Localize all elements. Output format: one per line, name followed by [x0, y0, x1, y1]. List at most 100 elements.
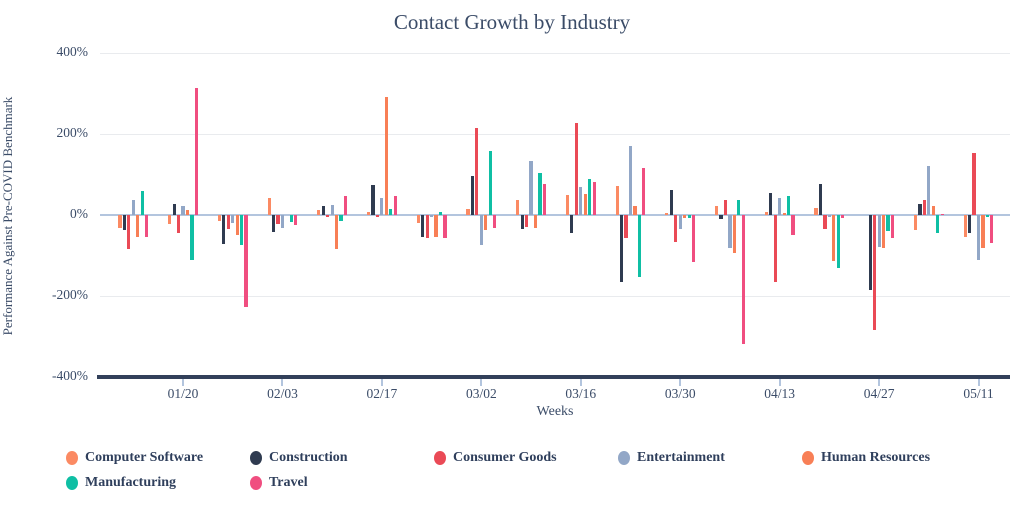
- x-axis-line: [97, 375, 1010, 379]
- bar-consumer-goods: [475, 128, 479, 215]
- bar-travel: [741, 215, 745, 345]
- x-tick-mark: [281, 379, 284, 386]
- bar-entertainment: [330, 204, 334, 215]
- x-tick-mark: [878, 379, 881, 386]
- bar-construction: [918, 204, 922, 215]
- bar-human-resources: [931, 206, 935, 215]
- bar-consumer-goods: [226, 215, 230, 230]
- legend-label: Construction: [269, 450, 348, 465]
- zero-line: [100, 214, 1010, 216]
- bar-construction: [968, 215, 972, 234]
- bar-entertainment: [678, 215, 682, 230]
- gridline: [100, 53, 1010, 54]
- legend-item-travel[interactable]: Travel: [250, 473, 434, 493]
- bar-entertainment: [430, 215, 434, 217]
- y-tick-label: 400%: [56, 44, 89, 59]
- bar-entertainment: [479, 215, 483, 245]
- legend-marker-icon: [250, 476, 262, 490]
- bar-construction: [719, 215, 723, 220]
- x-tick-label: 04/27: [863, 386, 895, 401]
- bar-manufacturing: [836, 215, 840, 268]
- bar-travel: [145, 215, 149, 238]
- bar-consumer-goods: [326, 215, 330, 218]
- bar-travel: [443, 215, 447, 239]
- gridline: [100, 296, 1010, 297]
- bar-consumer-goods: [624, 215, 628, 238]
- bar-construction: [222, 215, 226, 245]
- bar-consumer-goods: [922, 200, 926, 215]
- legend-label: Travel: [269, 475, 308, 490]
- legend-item-consumer-goods[interactable]: Consumer Goods: [434, 448, 618, 468]
- bar-human-resources: [683, 215, 687, 219]
- bar-travel: [890, 215, 895, 239]
- x-tick-mark: [778, 379, 781, 386]
- bar-computer-software: [317, 210, 321, 215]
- legend-marker-icon: [434, 451, 446, 465]
- bar-computer-software: [267, 198, 271, 215]
- gridline: [100, 134, 1010, 135]
- bar-entertainment: [976, 215, 981, 260]
- bar-construction: [122, 215, 126, 230]
- bar-manufacturing: [140, 191, 144, 215]
- legend-label: Human Resources: [821, 450, 931, 465]
- legend-item-computer-software[interactable]: Computer Software: [66, 448, 250, 468]
- bar-entertainment: [728, 215, 732, 248]
- bar-human-resources: [185, 210, 190, 215]
- legend-item-entertainment[interactable]: Entertainment: [618, 448, 802, 468]
- x-tick-label: 02/03: [267, 386, 298, 401]
- bar-consumer-goods: [375, 215, 380, 217]
- legend-label: Consumer Goods: [453, 450, 557, 465]
- bar-consumer-goods: [127, 215, 131, 250]
- legend-marker-icon: [802, 451, 814, 465]
- bar-manufacturing: [339, 215, 343, 222]
- legend-marker-icon: [66, 476, 78, 490]
- bar-travel: [940, 213, 944, 215]
- bar-computer-software: [118, 215, 122, 229]
- x-tick-label: 03/30: [664, 386, 696, 401]
- bar-computer-software: [168, 215, 172, 224]
- bar-manufacturing: [886, 215, 890, 232]
- bar-travel: [791, 215, 795, 235]
- bar-travel: [592, 182, 596, 215]
- bar-entertainment: [778, 197, 782, 215]
- legend-item-human-resources[interactable]: Human Resources: [802, 448, 986, 468]
- bar-construction: [570, 215, 574, 234]
- bar-entertainment: [877, 215, 881, 247]
- bar-human-resources: [434, 215, 438, 238]
- bar-travel: [194, 88, 198, 215]
- bar-human-resources: [832, 215, 836, 262]
- bar-construction: [868, 215, 872, 290]
- bar-human-resources: [633, 206, 637, 215]
- bar-construction: [620, 215, 624, 282]
- legend-label: Entertainment: [637, 450, 725, 465]
- bar-computer-software: [764, 211, 768, 215]
- bar-consumer-goods: [425, 215, 429, 239]
- bar-consumer-goods: [823, 215, 827, 230]
- bar-construction: [669, 189, 673, 215]
- x-tick-label: 03/02: [465, 386, 497, 401]
- bar-computer-software: [913, 215, 918, 230]
- bar-human-resources: [583, 193, 587, 215]
- bar-consumer-goods: [574, 123, 578, 215]
- bar-travel: [841, 215, 845, 219]
- bar-manufacturing: [488, 151, 492, 215]
- bar-manufacturing: [190, 215, 194, 260]
- bar-computer-software: [814, 207, 818, 215]
- legend-item-manufacturing[interactable]: Manufacturing: [66, 473, 250, 493]
- x-tick-label: 01/20: [167, 386, 199, 401]
- bar-computer-software: [665, 212, 669, 215]
- bar-consumer-goods: [773, 215, 777, 283]
- bar-manufacturing: [538, 172, 542, 215]
- x-tick-mark: [182, 379, 185, 386]
- bar-construction: [470, 175, 475, 215]
- bar-human-resources: [235, 215, 239, 236]
- bar-travel: [244, 215, 248, 308]
- legend-item-construction[interactable]: Construction: [250, 448, 434, 468]
- x-tick-mark: [977, 379, 980, 386]
- bar-human-resources: [136, 215, 140, 238]
- bar-construction: [172, 204, 176, 215]
- bar-human-resources: [881, 215, 886, 248]
- legend-marker-icon: [66, 451, 78, 465]
- x-tick-label: 04/13: [764, 386, 796, 401]
- bar-consumer-goods: [972, 152, 976, 215]
